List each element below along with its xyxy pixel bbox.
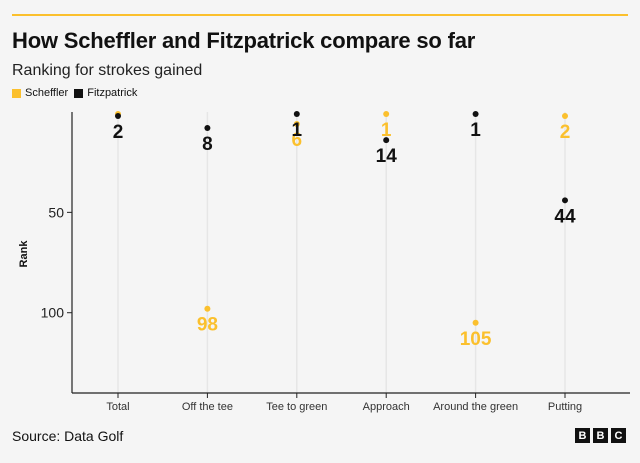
- x-tick-label: Approach: [363, 401, 410, 413]
- data-label-scheffler: 105: [460, 329, 492, 350]
- x-tick-label: Off the tee: [182, 401, 233, 413]
- data-point-scheffler: [562, 113, 568, 120]
- data-point-fitzpatrick: [383, 137, 390, 144]
- data-point-scheffler: [293, 121, 300, 128]
- data-point-fitzpatrick: [115, 113, 121, 120]
- data-label-fitzpatrick: 8: [202, 134, 213, 155]
- legend-label-fitzpatrick: Fitzpatrick: [87, 87, 138, 99]
- x-tick-label: Putting: [548, 401, 582, 413]
- legend-label-scheffler: Scheffler: [25, 87, 69, 99]
- y-tick-label: 50: [48, 204, 64, 220]
- bbc-logo-letter: B: [575, 428, 590, 443]
- data-label-fitzpatrick: 2: [113, 122, 124, 143]
- data-label-fitzpatrick: 14: [376, 146, 398, 167]
- legend-swatch-fitzpatrick: [74, 88, 84, 98]
- data-label-fitzpatrick: 1: [292, 120, 303, 141]
- bbc-logo-letter: C: [611, 428, 626, 443]
- bbc-logo-letter: B: [593, 428, 608, 443]
- data-point-scheffler: [383, 111, 390, 118]
- chart-subtitle: Ranking for strokes gained: [12, 62, 203, 79]
- data-point-scheffler: [472, 319, 479, 326]
- legend-swatch-scheffler: [12, 88, 21, 98]
- legend-item-fitzpatrick: Fitzpatrick: [74, 87, 137, 99]
- data-point-fitzpatrick: [204, 125, 211, 132]
- data-point-scheffler: [204, 305, 211, 312]
- x-tick-label: Around the green: [433, 401, 518, 413]
- data-label-scheffler: 1: [381, 120, 392, 141]
- data-point-fitzpatrick: [472, 111, 479, 118]
- bbc-logo: B B C: [575, 428, 626, 443]
- data-point-fitzpatrick: [562, 197, 568, 204]
- data-label-fitzpatrick: 44: [554, 206, 576, 227]
- x-tick-label: Total: [106, 401, 129, 413]
- legend: Scheffler Fitzpatrick: [12, 87, 137, 99]
- data-label-scheffler: 6: [292, 130, 303, 151]
- data-point-fitzpatrick: [293, 111, 300, 118]
- data-label-scheffler: 98: [197, 315, 218, 336]
- y-tick-label: 100: [41, 305, 65, 321]
- chart-title: How Scheffler and Fitzpatrick compare so…: [12, 28, 476, 53]
- source-note: Source: Data Golf: [12, 428, 124, 444]
- legend-item-scheffler: Scheffler: [12, 87, 68, 99]
- top-accent-rule: [12, 14, 628, 16]
- y-axis-label: Rank: [18, 240, 30, 268]
- data-label-scheffler: 2: [560, 122, 571, 143]
- x-tick-label: Tee to green: [266, 401, 327, 413]
- data-label-fitzpatrick: 1: [470, 120, 481, 141]
